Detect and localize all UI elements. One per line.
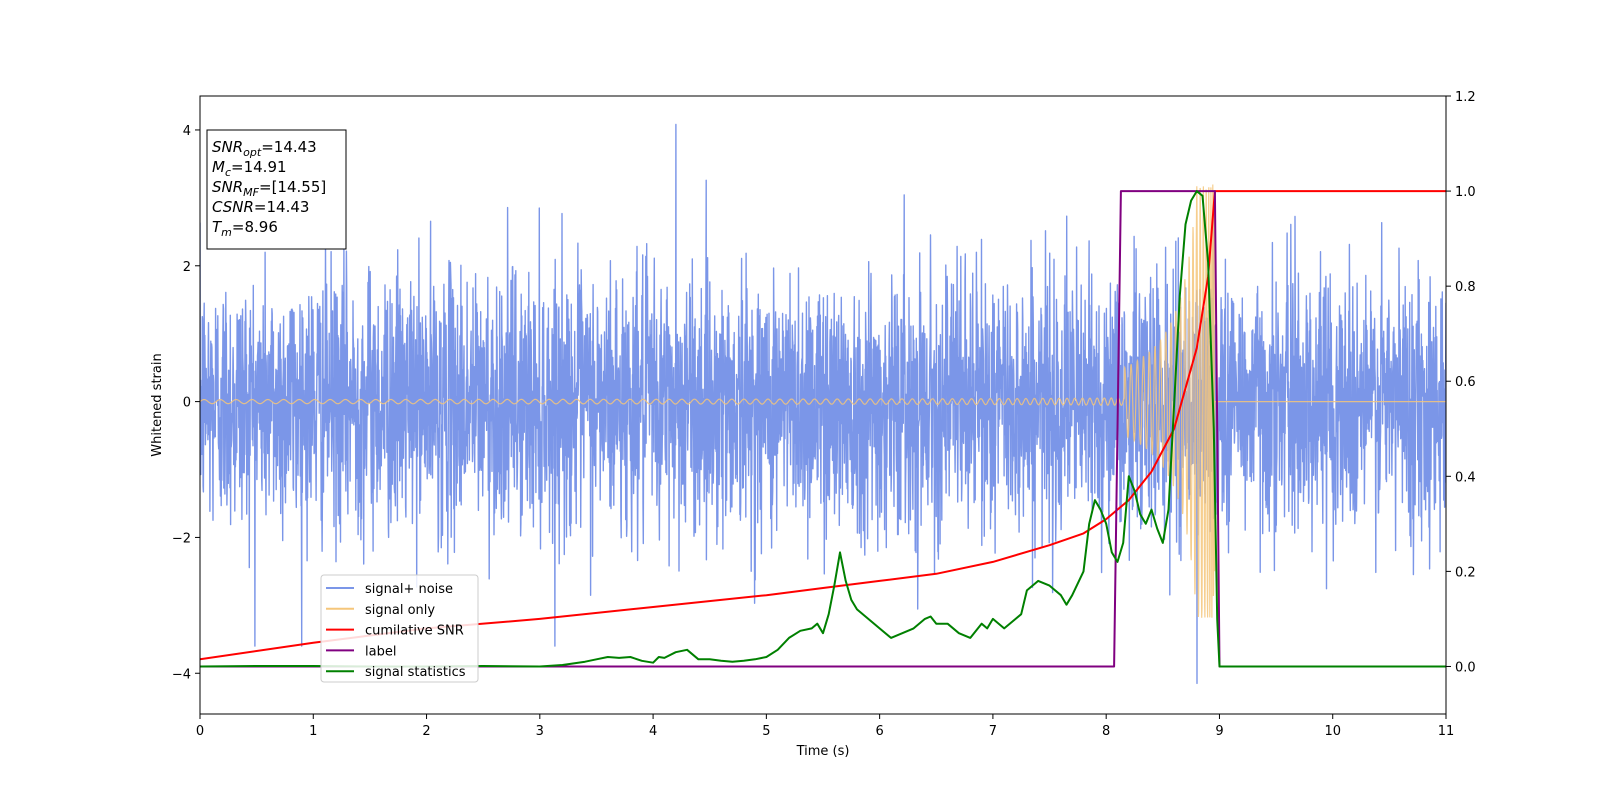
- x-tick-label: 4: [649, 724, 657, 739]
- x-tick-label: 2: [422, 724, 430, 739]
- y-tick-left-label: 2: [183, 260, 191, 275]
- y-tick-left-label: 4: [183, 124, 191, 139]
- legend: signal+ noise signal only cumilative SNR la…: [320, 574, 479, 683]
- x-tick-label: 5: [762, 724, 770, 739]
- x-tick-label: 1: [309, 724, 317, 739]
- info-box: SNRopt=14.43Mc=14.91SNRMF=[14.55]CSNR=14…: [206, 129, 347, 250]
- info-line: Mc=14.91: [212, 158, 287, 179]
- series-signal-only: [200, 184, 1446, 618]
- plot-frame: [199, 95, 1447, 715]
- x-tick-label: 10: [1324, 724, 1341, 739]
- legend-label-signal-noise: signal+ noise: [365, 582, 453, 597]
- x-tick-label: 8: [1102, 724, 1110, 739]
- y-tick-right-label: 0.4: [1455, 470, 1476, 485]
- legend-label-cumilative-snr: cumilative SNR: [365, 624, 464, 639]
- x-tick-label: 6: [875, 724, 883, 739]
- series-signal-statistics: [200, 190, 1446, 668]
- legend-frame: [320, 574, 479, 683]
- y-tick-right-label: 0.6: [1455, 375, 1476, 390]
- legend-label-label: label: [365, 644, 396, 659]
- x-axis-label: Time (s): [796, 744, 850, 759]
- x-tick-label: 7: [989, 724, 997, 739]
- x-tick-label: 0: [196, 724, 204, 739]
- y-axis-label: Whitened strain: [150, 353, 165, 456]
- y-tick-right-label: 0.0: [1455, 660, 1476, 675]
- y-tick-right-label: 1.2: [1455, 90, 1476, 105]
- series-cumilative-snr: [200, 190, 1446, 661]
- y-axis-left: −4 −2 0 2 4: [172, 124, 200, 682]
- y-axis-right: 0.0 0.2 0.4 0.6 0.8 1.0 1.2: [1446, 90, 1476, 675]
- info-line: Tm=8.96: [212, 218, 278, 239]
- info-line: CSNR=14.43: [212, 198, 309, 216]
- info-line: SNRopt=14.43: [212, 138, 317, 159]
- plot-series: [200, 123, 1446, 685]
- x-tick-label: 11: [1438, 724, 1455, 739]
- x-tick-label: 3: [536, 724, 544, 739]
- y-tick-right-label: 0.2: [1455, 565, 1476, 580]
- y-tick-left-label: −4: [172, 667, 191, 682]
- x-axis: 0 1 2 3 4 5 6 7 8 9 10 11: [196, 714, 1454, 739]
- y-tick-right-label: 0.8: [1455, 280, 1476, 295]
- x-tick-label: 9: [1215, 724, 1223, 739]
- legend-label-signal-statistics: signal statistics: [365, 665, 466, 680]
- y-tick-left-label: 0: [183, 396, 191, 411]
- y-tick-right-label: 1.0: [1455, 185, 1476, 200]
- y-tick-left-label: −2: [172, 531, 191, 546]
- info-box-frame: [206, 129, 347, 250]
- legend-label-signal-only: signal only: [365, 603, 435, 618]
- series-signal-noise: [200, 123, 1446, 685]
- info-line: SNRMF=[14.55]: [212, 178, 326, 199]
